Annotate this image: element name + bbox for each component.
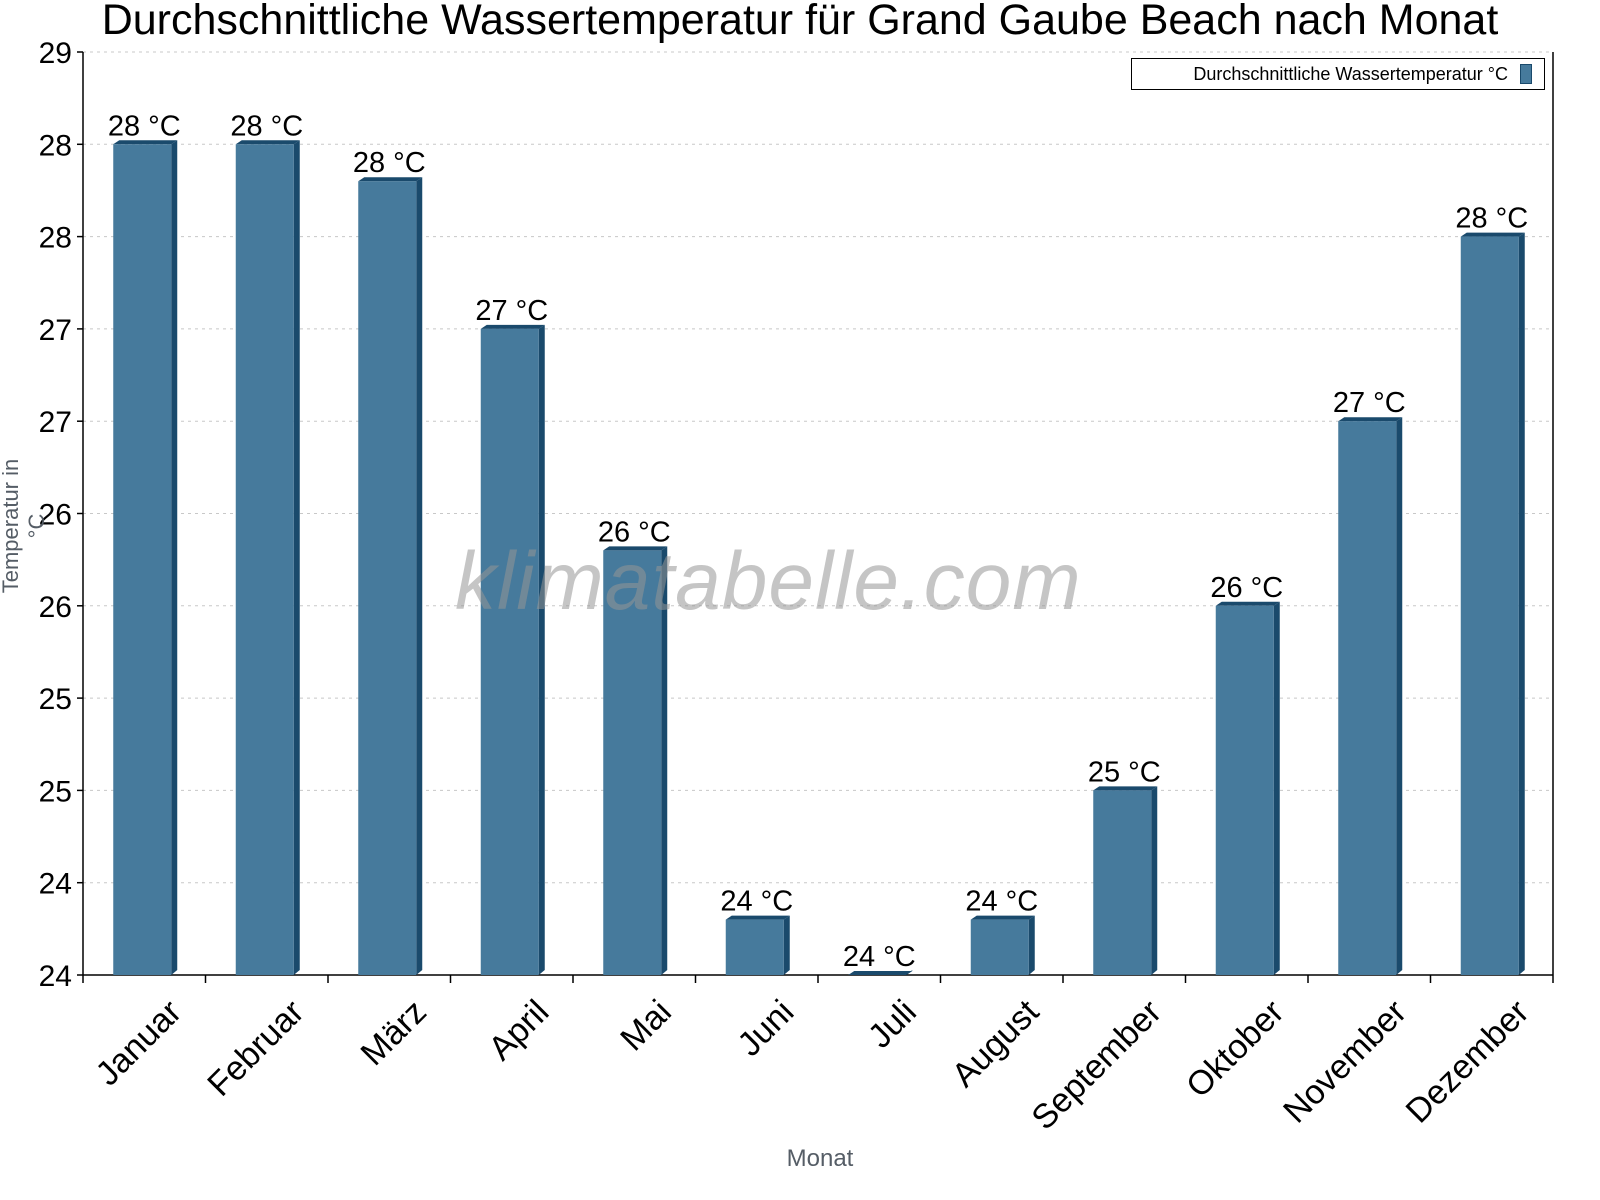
data-label: 24 °C: [720, 886, 793, 918]
y-axis-label: Temperatur in °C: [0, 458, 49, 594]
x-tick-label: Januar: [88, 993, 188, 1093]
bar-top: [970, 915, 1035, 920]
data-label: 26 °C: [598, 516, 671, 548]
bar-top: [1460, 232, 1525, 237]
y-tick-label: 28: [39, 222, 72, 255]
y-tick-label: 24: [39, 868, 72, 901]
bar-side: [1518, 232, 1525, 976]
data-label: 26 °C: [1210, 572, 1283, 604]
y-tick-label: 26: [39, 499, 72, 532]
bar-side: [293, 140, 300, 976]
bar-top: [480, 324, 545, 329]
legend-label: Durchschnittliche Wassertemperatur °C: [1193, 63, 1508, 84]
bar-side: [538, 324, 545, 975]
x-tick-label: November: [1276, 993, 1414, 1131]
bar-side: [416, 177, 423, 976]
bar-top: [1215, 601, 1280, 606]
y-tick-label: 27: [39, 406, 72, 439]
bar-side: [1396, 417, 1403, 975]
data-label: 25 °C: [1088, 756, 1161, 788]
bar: [113, 144, 172, 976]
bar: [1338, 421, 1397, 975]
bar-side: [1028, 915, 1035, 975]
x-tick-label: Juli: [861, 993, 924, 1056]
bar-side: [661, 546, 668, 975]
bar: [1215, 605, 1274, 975]
chart-title: Durchschnittliche Wassertemperatur für G…: [101, 0, 1499, 44]
y-tick-label: 28: [39, 129, 72, 162]
bar-top: [1338, 417, 1403, 422]
x-tick-label: August: [945, 992, 1047, 1094]
bar: [358, 181, 417, 976]
data-label: 24 °C: [965, 886, 1038, 918]
x-tick-label: Februar: [200, 993, 311, 1104]
data-label: 27 °C: [475, 295, 548, 327]
data-label: 27 °C: [1333, 387, 1406, 419]
bar-side: [783, 915, 790, 975]
bar-top: [848, 971, 913, 975]
x-tick-label: Oktober: [1179, 993, 1291, 1105]
bar-side: [171, 140, 178, 976]
bar: [1093, 790, 1152, 975]
bar-top: [603, 546, 668, 551]
x-tick-label: Juni: [730, 993, 801, 1064]
bar: [970, 919, 1029, 975]
y-tick-label: 24: [39, 960, 72, 993]
bar: [725, 919, 784, 975]
data-label: 24 °C: [843, 941, 916, 973]
bar-top: [113, 140, 178, 145]
bar-top: [235, 140, 300, 145]
x-tick-label: März: [354, 993, 434, 1073]
bar: [1460, 236, 1519, 976]
bar-side: [1273, 601, 1280, 975]
legend: Durchschnittliche Wassertemperatur °C: [1131, 58, 1545, 90]
data-label: 28 °C: [353, 147, 426, 179]
bar-side: [1151, 786, 1158, 975]
bar: [603, 550, 662, 975]
data-label: 28 °C: [1455, 203, 1528, 235]
y-tick-label: 26: [39, 591, 72, 624]
x-axis-label: Monat: [786, 1145, 854, 1172]
bar: [480, 328, 539, 975]
y-tick-label: 27: [39, 314, 72, 347]
y-tick-label: 29: [39, 37, 72, 70]
bar-top: [725, 915, 790, 920]
bar-top: [358, 177, 423, 182]
data-label: 28 °C: [108, 110, 181, 142]
x-tick-label: September: [1024, 993, 1168, 1137]
data-label: 28 °C: [230, 110, 303, 142]
watermark: klimatabelle.com: [455, 536, 1082, 627]
y-tick-label: 25: [39, 775, 72, 808]
y-tick-label: 25: [39, 683, 72, 716]
legend-swatch-icon: [1520, 64, 1532, 84]
x-tick-label: Dezember: [1399, 993, 1537, 1131]
bar: [235, 144, 294, 976]
x-tick-label: April: [481, 993, 556, 1068]
bar-top: [1093, 786, 1158, 791]
x-tick-label: Mai: [613, 993, 679, 1059]
bar-side: [906, 970, 913, 975]
